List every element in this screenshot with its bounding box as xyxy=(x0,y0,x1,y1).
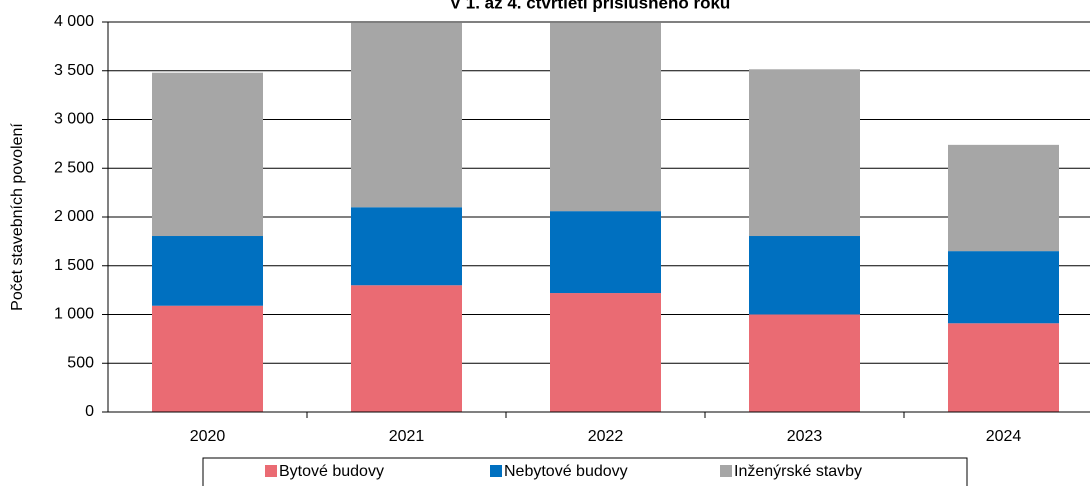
chart-title: V 1. až 4. čtvrtletí příslušného roku xyxy=(450,0,731,12)
legend-label: Bytové budovy xyxy=(279,463,384,480)
legend-swatch xyxy=(490,465,502,477)
y-axis-title: Počet stavebních povolení xyxy=(9,123,26,311)
bar-segment xyxy=(948,251,1059,324)
y-tick-label: 3 000 xyxy=(54,111,94,128)
legend-swatch xyxy=(720,465,732,477)
bar-segment xyxy=(351,22,462,208)
bar-segment xyxy=(351,285,462,412)
legend-label: Nebytové budovy xyxy=(504,463,628,480)
legend-label: Inženýrské stavby xyxy=(734,463,862,480)
x-tick-label: 2023 xyxy=(787,428,823,445)
legend-swatch xyxy=(265,465,277,477)
y-tick-label: 500 xyxy=(67,354,94,371)
y-tick-label: 0 xyxy=(85,403,94,420)
bar-segment xyxy=(749,236,860,315)
bar-segment xyxy=(948,144,1059,252)
legend-box xyxy=(202,457,968,486)
bar-segment xyxy=(351,207,462,286)
bar-segment xyxy=(152,72,263,237)
bar-segment xyxy=(550,211,661,294)
y-tick-label: 1 500 xyxy=(54,257,94,274)
y-tick-label: 4 000 xyxy=(54,13,94,30)
x-tick-label: 2021 xyxy=(389,428,425,445)
x-tick-label: 2020 xyxy=(190,428,226,445)
bar-segment xyxy=(550,22,661,212)
bar-segment xyxy=(152,305,263,412)
bar-segment xyxy=(749,314,860,412)
bar-segment xyxy=(550,293,661,412)
x-tick-label: 2022 xyxy=(588,428,624,445)
bar-segment xyxy=(948,323,1059,412)
y-tick-label: 2 000 xyxy=(54,208,94,225)
bar-segment xyxy=(152,236,263,306)
bar-segment xyxy=(749,69,860,237)
x-tick-label: 2024 xyxy=(986,428,1022,445)
y-tick-label: 3 500 xyxy=(54,62,94,79)
y-tick-label: 2 500 xyxy=(54,159,94,176)
y-tick-label: 1 000 xyxy=(54,306,94,323)
